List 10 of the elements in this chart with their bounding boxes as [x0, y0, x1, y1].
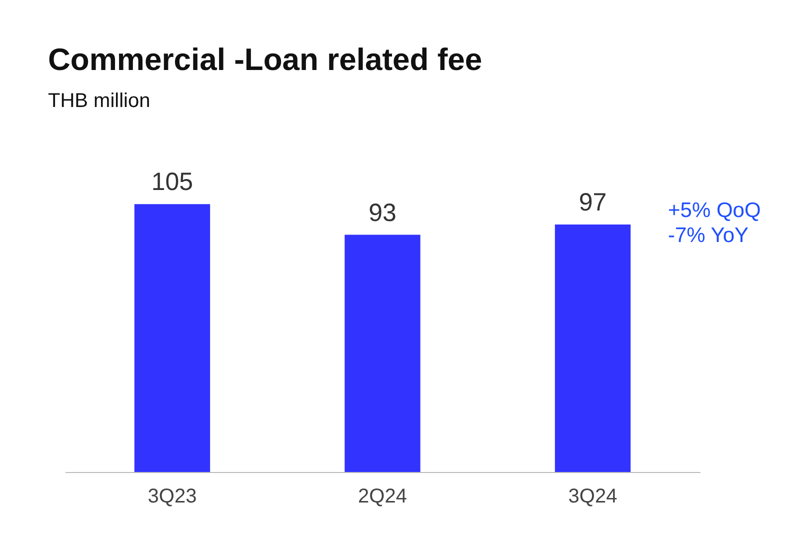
x-tick-label: 3Q24 [568, 486, 618, 508]
x-tick-label: 3Q23 [148, 486, 197, 508]
data-label: 105 [151, 168, 194, 196]
chart-title: Commercial -Loan related fee [48, 42, 482, 78]
data-label: 93 [368, 198, 396, 227]
x-tick-label: 2Q24 [358, 486, 407, 508]
annotation: -7% YoY [668, 223, 750, 248]
chart-subtitle: THB million [48, 90, 150, 112]
annotation: +5% QoQ [668, 198, 761, 223]
data-label: 97 [578, 188, 607, 217]
